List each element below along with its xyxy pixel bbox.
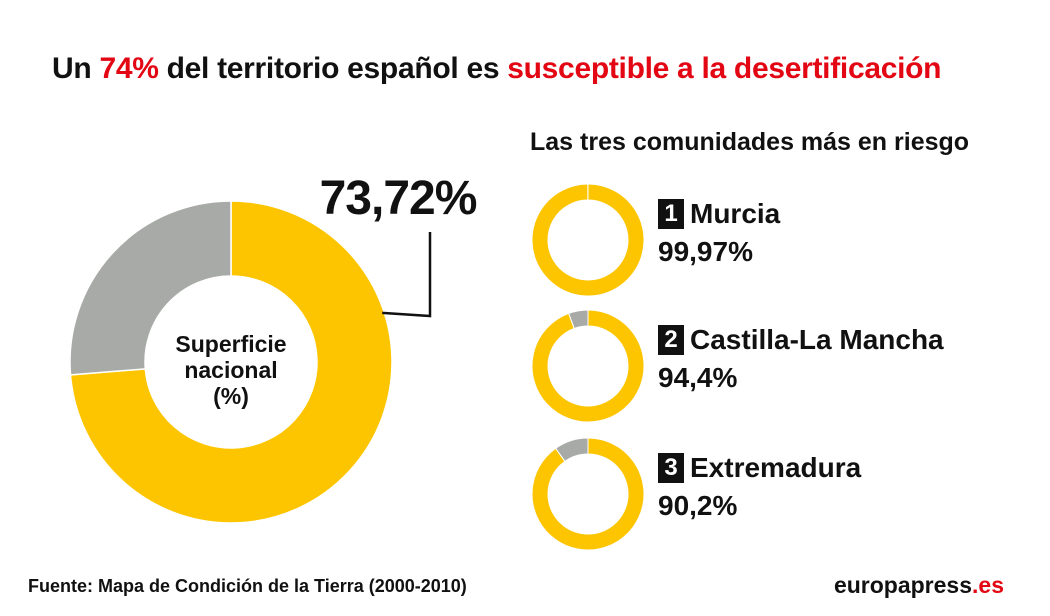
center-label-line-2: nacional — [184, 357, 277, 383]
region-name-row: 1 Murcia — [658, 198, 780, 230]
castilla-la-mancha-donut-chart — [531, 309, 645, 423]
slice-rest — [69, 200, 232, 376]
extremadura-donut-chart — [531, 437, 645, 551]
center-label-line-1: Superficie — [175, 331, 286, 357]
center-label-line-3: (%) — [213, 383, 249, 409]
region-murcia: 1 Murcia 99,97% — [530, 182, 1030, 298]
brand-domain: .es — [972, 572, 1004, 598]
region-name: Extremadura — [690, 452, 862, 483]
regions-subtitle: Las tres comunidades más en riesgo — [530, 128, 970, 156]
value-leader-line — [382, 232, 432, 318]
brand-name: europapress — [833, 572, 973, 598]
slice-susceptible — [69, 200, 393, 524]
region-name: Murcia — [690, 198, 781, 229]
region-name: Castilla-La Mancha — [690, 324, 944, 355]
national-value-label: 73,72% — [320, 172, 477, 225]
brand-logo: europapress.es — [834, 572, 1004, 599]
rank-badge: 1 — [658, 199, 684, 229]
region-value: 94,4% — [658, 362, 738, 393]
slice-rest — [554, 437, 589, 463]
national-donut-slices — [69, 200, 393, 524]
slice-rest — [568, 309, 589, 330]
title-highlight-percent: 74% — [99, 52, 159, 85]
region-value: 90,2% — [658, 490, 738, 521]
slice-susceptible — [531, 437, 645, 551]
rank-badge: 2 — [658, 325, 684, 355]
murcia-donut-chart — [531, 183, 645, 297]
region-name-row: 2 Castilla-La Mancha — [658, 324, 944, 356]
region-extremadura: 3 Extremadura 90,2% — [530, 436, 1030, 552]
title-part-1: Un — [52, 52, 100, 85]
source-note: Fuente: Mapa de Condición de la Tierra (… — [28, 576, 467, 596]
rank-badge: 3 — [658, 453, 684, 483]
region-value: 99,97% — [658, 236, 753, 267]
title-highlight-phrase: susceptible a la desertificación — [507, 52, 942, 85]
slice-susceptible — [531, 183, 645, 297]
title-part-2: del territorio español es — [158, 52, 508, 85]
chart-title: Un 74% del territorio español es suscept… — [52, 52, 1012, 86]
region-castilla-la-mancha: 2 Castilla-La Mancha 94,4% — [530, 308, 1030, 424]
region-name-row: 3 Extremadura — [658, 452, 861, 484]
national-donut-chart: 73,72% Superficie nacional (%) — [69, 172, 478, 524]
slice-susceptible — [531, 309, 645, 423]
